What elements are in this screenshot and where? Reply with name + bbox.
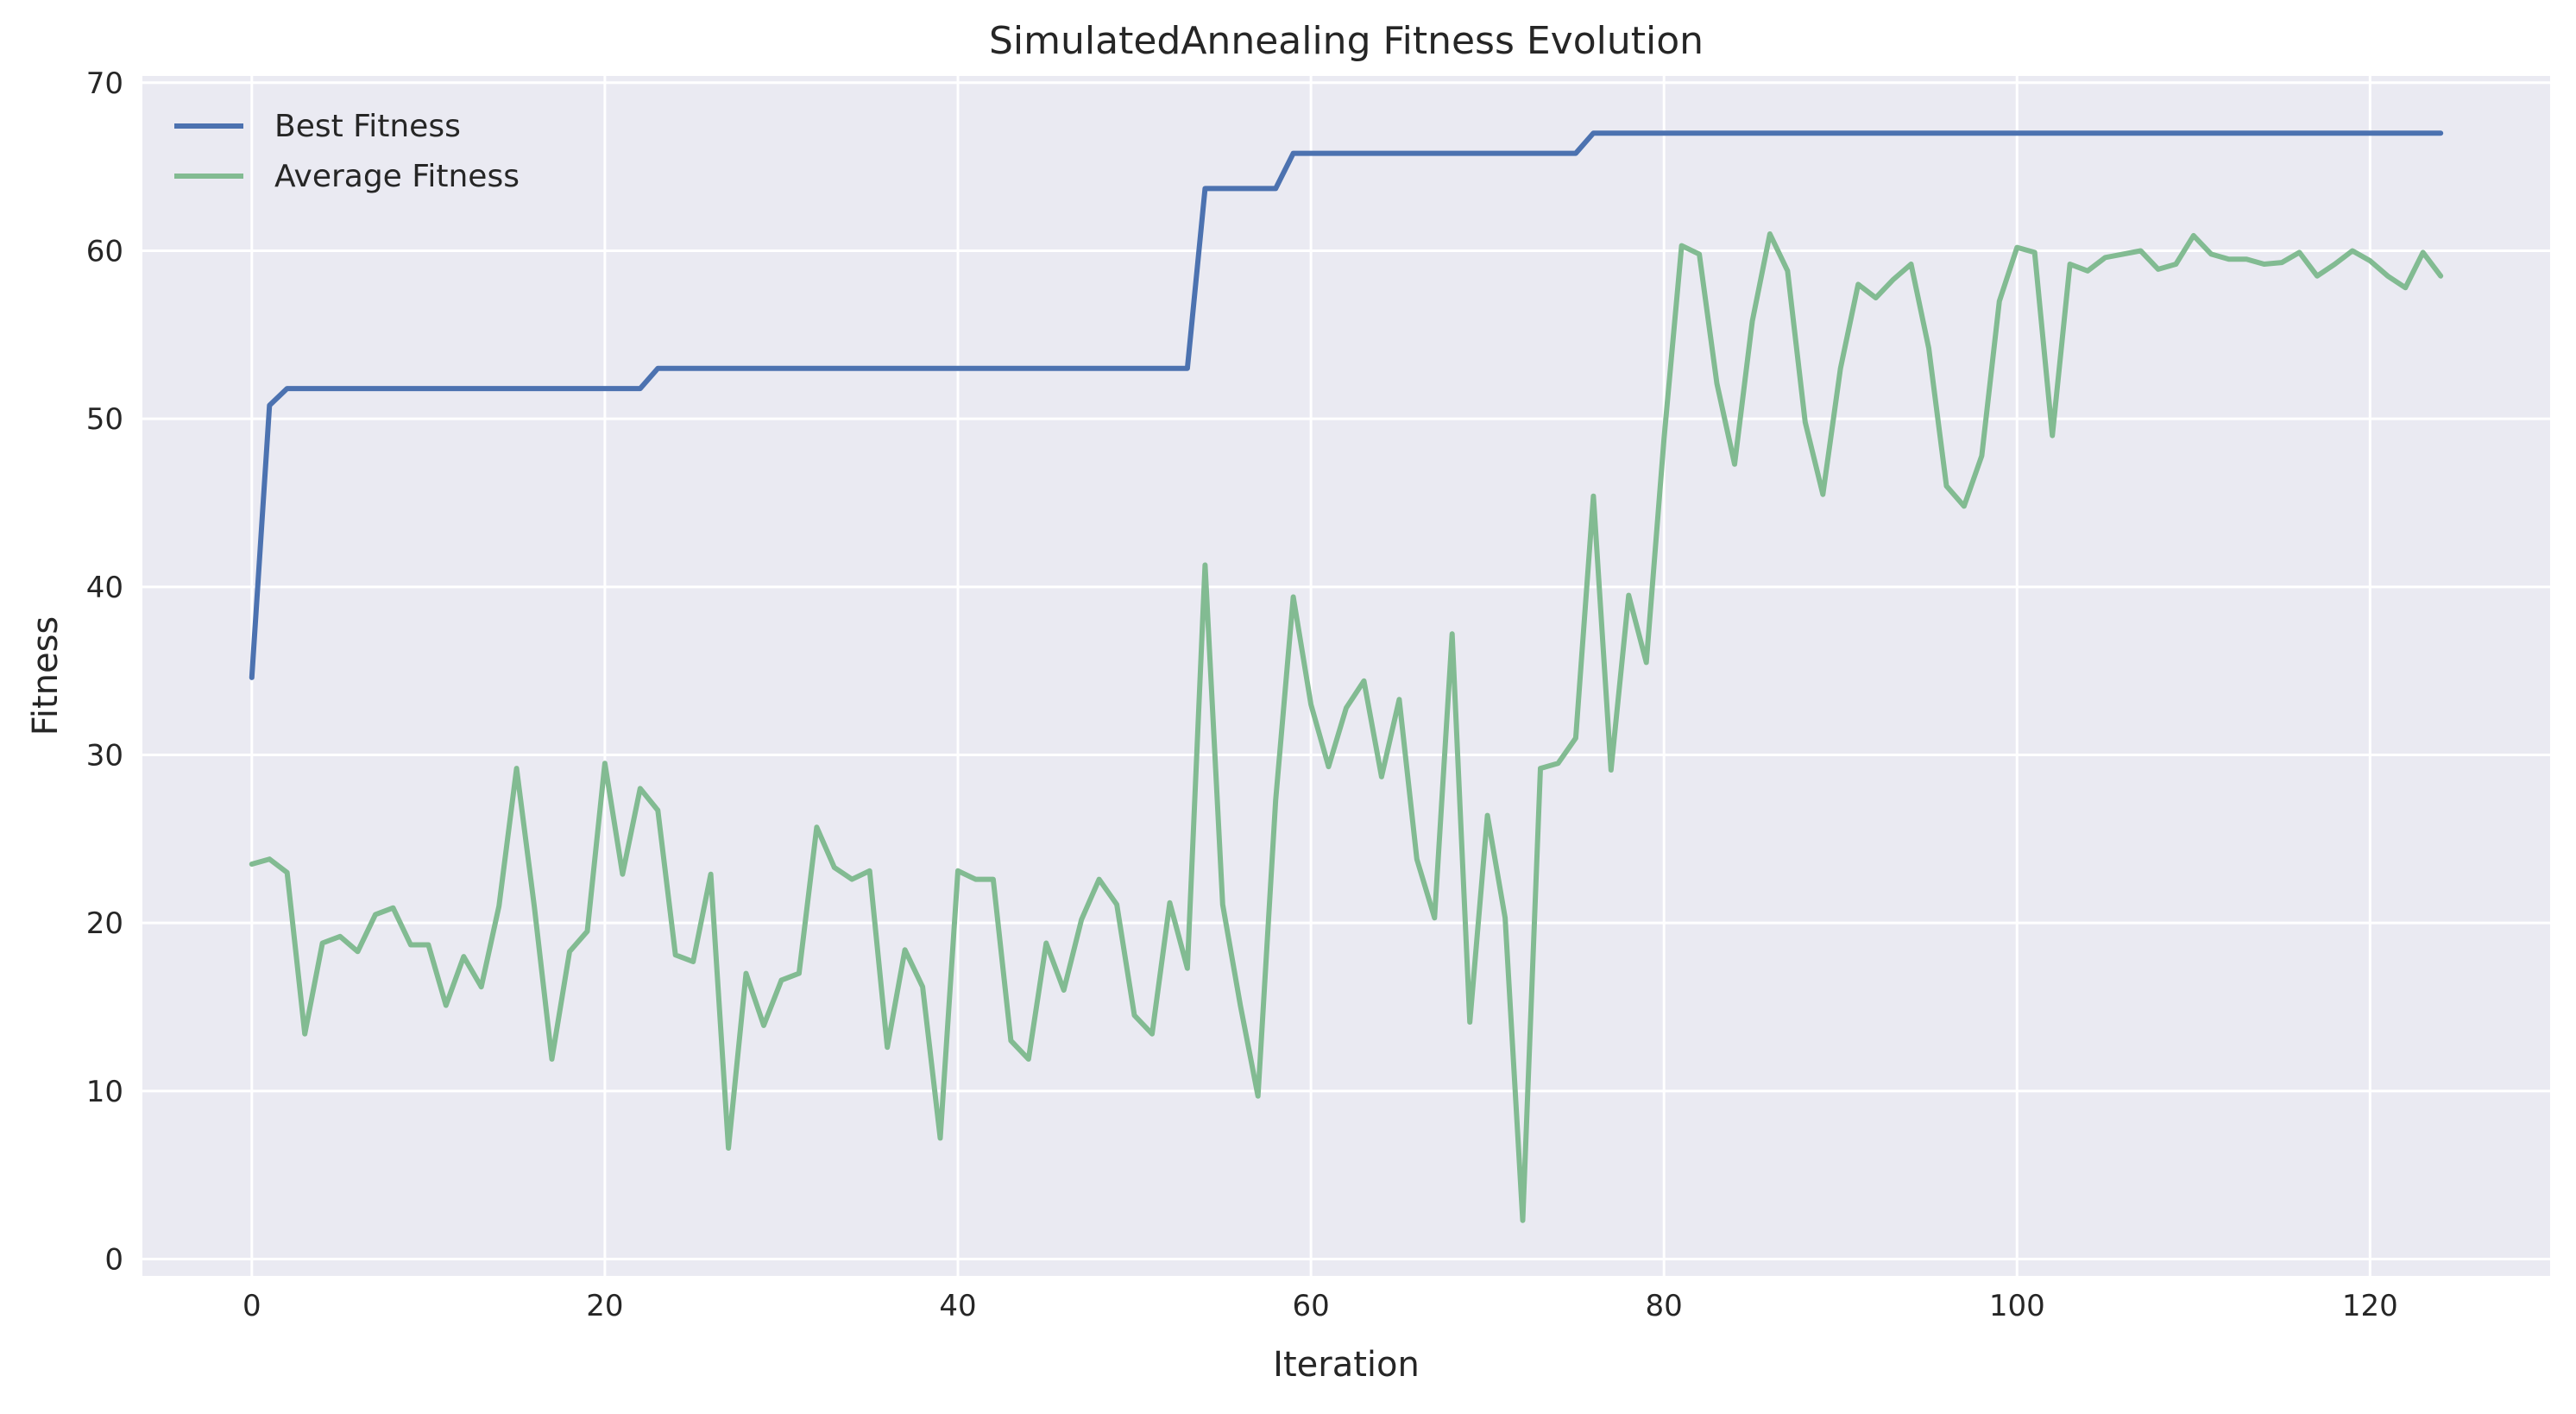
x-tick-label: 20 xyxy=(586,1289,623,1323)
series-line-best-fitness xyxy=(249,130,2444,680)
series-line-average-fitness xyxy=(249,231,2444,1223)
x-axis-label: Iteration xyxy=(1273,1345,1420,1385)
series-lines xyxy=(249,130,2444,1223)
plot-area xyxy=(142,76,2550,1276)
y-tick-label: 0 xyxy=(104,1243,123,1278)
y-tick-label: 30 xyxy=(86,738,123,773)
x-tick-label: 80 xyxy=(1646,1289,1683,1323)
x-tick-label: 0 xyxy=(242,1289,261,1323)
y-axis-label: Fitness xyxy=(26,616,66,736)
legend-label: Average Fitness xyxy=(274,159,520,194)
y-tick-label: 10 xyxy=(86,1075,123,1109)
legend: Best Fitness Average Fitness xyxy=(174,109,520,194)
y-tick-label: 70 xyxy=(86,66,123,101)
y-tick-label: 50 xyxy=(86,402,123,437)
x-axis-ticks: 0 20 40 60 80 100 120 xyxy=(242,1289,2398,1323)
y-axis-ticks: 0 10 20 30 40 50 60 70 xyxy=(86,66,123,1278)
x-tick-label: 40 xyxy=(939,1289,976,1323)
chart-title: SimulatedAnnealing Fitness Evolution xyxy=(989,19,1704,63)
x-tick-label: 60 xyxy=(1292,1289,1329,1323)
x-tick-label: 100 xyxy=(1989,1289,2045,1323)
y-tick-label: 40 xyxy=(86,571,123,605)
x-tick-label: 120 xyxy=(2342,1289,2398,1323)
gridlines xyxy=(142,76,2550,1276)
y-tick-label: 60 xyxy=(86,234,123,268)
legend-label: Best Fitness xyxy=(274,109,461,144)
y-tick-label: 20 xyxy=(86,906,123,941)
